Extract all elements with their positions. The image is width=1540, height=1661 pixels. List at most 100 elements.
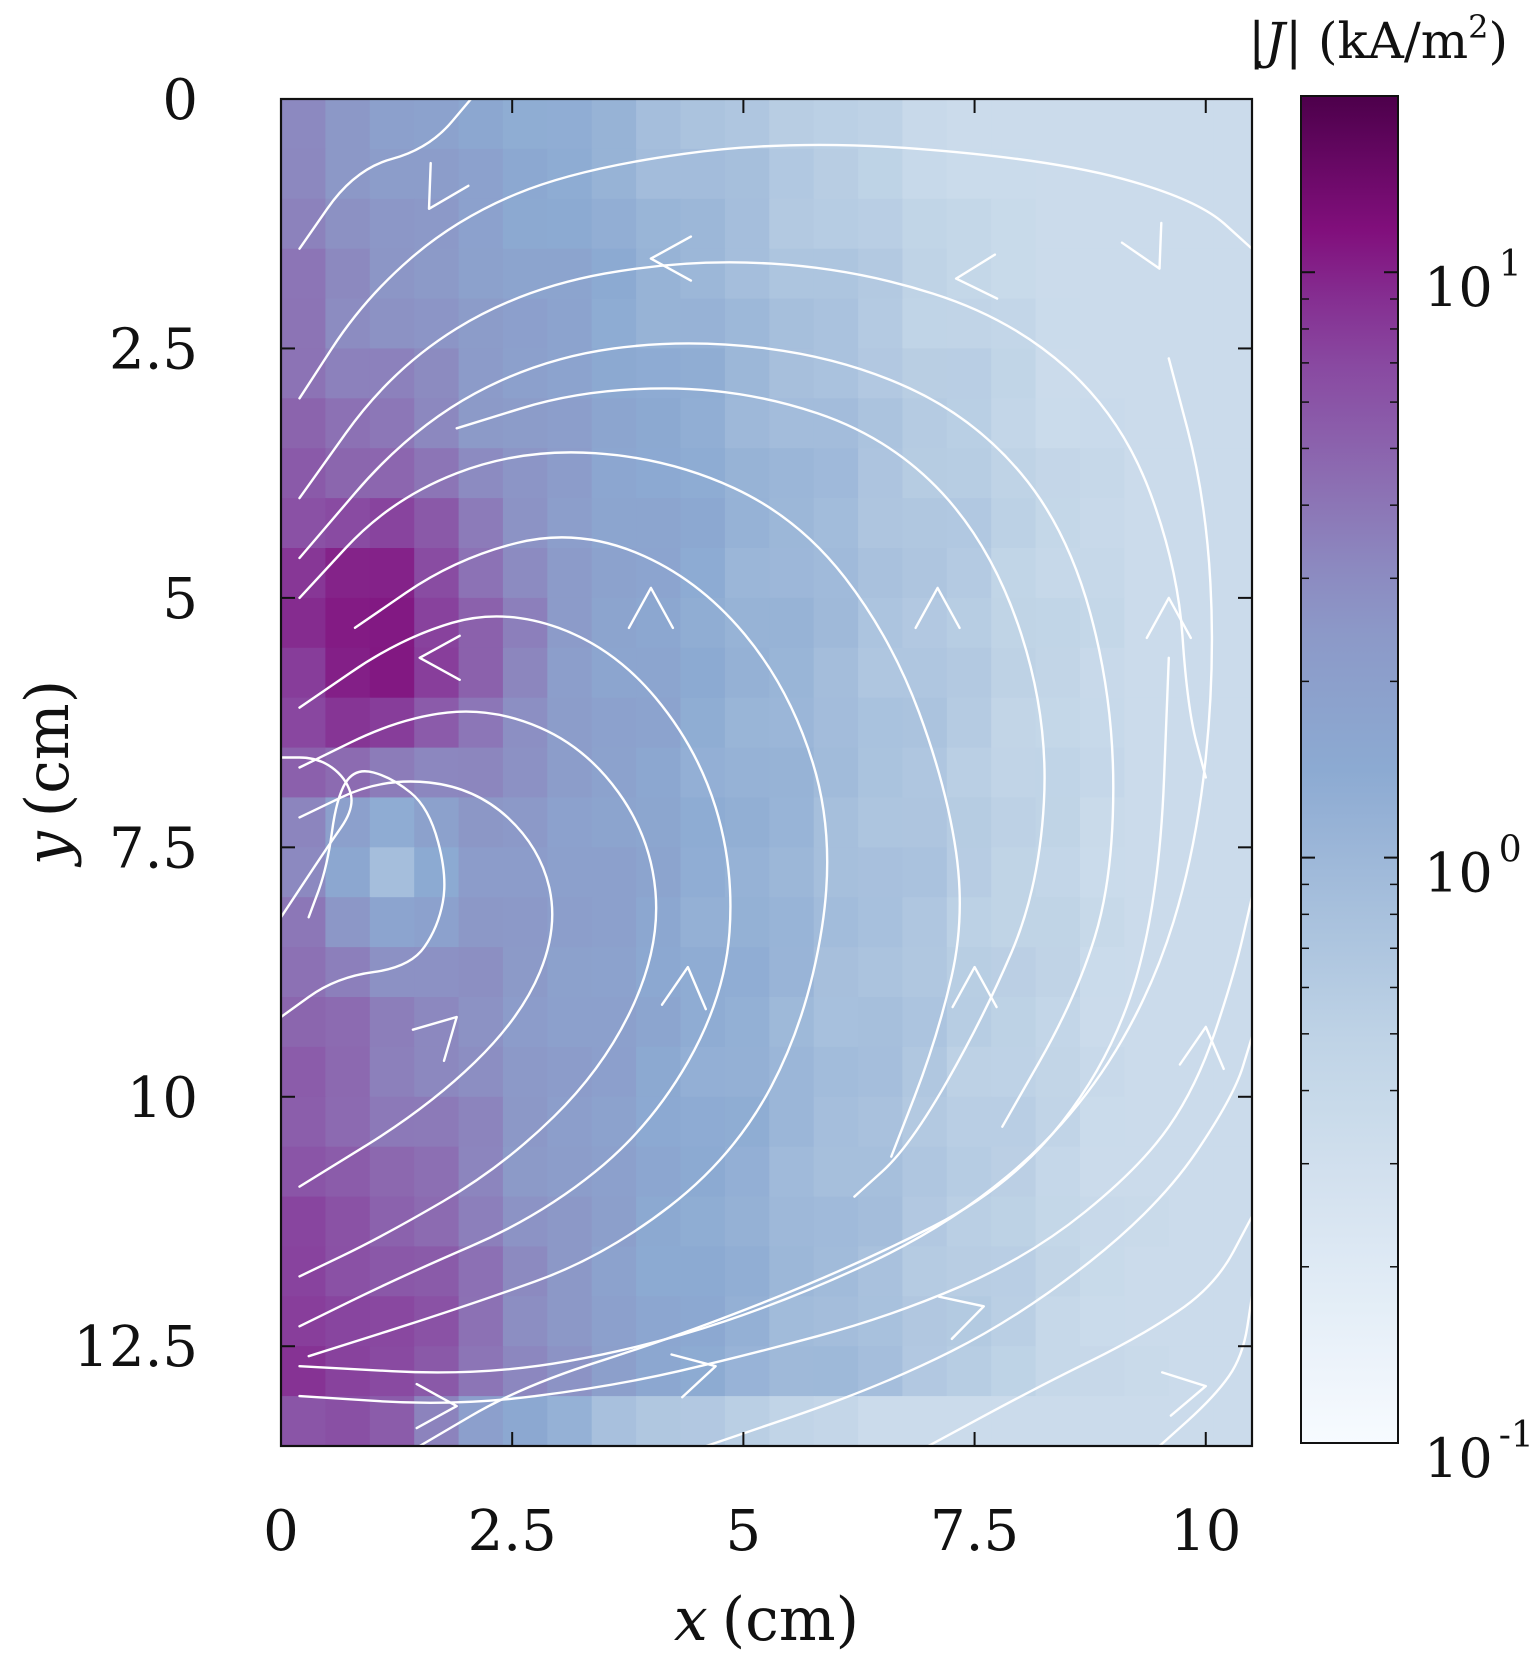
heatmap-cell <box>591 298 637 350</box>
heatmap-cell <box>1213 1096 1252 1148</box>
heatmap-cell <box>1080 947 1126 998</box>
heatmap-cell <box>946 1396 992 1446</box>
heatmap-cell <box>858 498 904 549</box>
heatmap-cell <box>991 1296 1037 1347</box>
heatmap-cell <box>1080 847 1126 898</box>
heatmap-cell <box>281 1346 327 1397</box>
heatmap-cell <box>1213 348 1252 400</box>
plot-frame <box>279 97 1254 1448</box>
heatmap-cell <box>991 647 1037 699</box>
heatmap-cell <box>1035 1296 1081 1347</box>
heatmap-cell <box>813 647 859 699</box>
heatmap-cell <box>724 1396 771 1446</box>
heatmap-cell <box>680 1096 726 1148</box>
heatmap-cell <box>502 548 549 599</box>
heatmap-cell <box>813 148 859 200</box>
heatmap-cell <box>902 398 948 449</box>
heatmap-cell <box>547 1296 593 1347</box>
heatmap-cell <box>680 248 726 300</box>
colorbar-tick-label: 10 -1 <box>1424 1415 1534 1490</box>
heatmap-cell <box>547 248 593 300</box>
heatmap-cell <box>1168 1096 1214 1148</box>
heatmap-cell <box>325 597 371 649</box>
heatmap-cell <box>769 1046 815 1098</box>
heatmap-cell <box>858 1396 904 1446</box>
heatmap-cell <box>1080 198 1126 250</box>
heatmap-cell <box>325 897 371 948</box>
heatmap-cell <box>458 1396 504 1446</box>
heatmap-cell <box>769 99 815 150</box>
heatmap-cell <box>724 697 771 749</box>
heatmap-cell <box>724 1296 771 1347</box>
heatmap-cell <box>769 1346 815 1397</box>
heatmap-cell <box>414 248 460 300</box>
heatmap-cell <box>946 548 992 599</box>
heatmap-cell <box>414 198 460 250</box>
heatmap-cell <box>547 148 593 200</box>
x-tick-label: 5 <box>726 1499 762 1564</box>
heatmap-cell <box>591 597 637 649</box>
heatmap-cell <box>991 248 1037 300</box>
streamline-arrow <box>951 965 998 1009</box>
heatmap-cell <box>1124 198 1170 250</box>
heatmap-cell <box>991 1246 1037 1298</box>
heatmap-cell <box>325 747 371 799</box>
heatmap-cell <box>414 1096 460 1148</box>
heatmap-cell <box>636 198 682 250</box>
heatmap-cell <box>325 697 371 749</box>
heatmap-cell <box>680 99 726 150</box>
heatmap-cell <box>502 1196 549 1248</box>
heatmap-cell <box>1080 697 1126 749</box>
heatmap-cell <box>325 1346 371 1397</box>
colorbar-tick-label: 10 1 <box>1424 244 1522 319</box>
heatmap-cell <box>1080 248 1126 300</box>
heatmap-cell <box>458 897 504 948</box>
streamline <box>298 710 658 1278</box>
heatmap-cell <box>458 1196 504 1248</box>
heatmap-cell <box>369 348 415 400</box>
heatmap-cell <box>680 148 726 200</box>
heatmap-cell <box>325 498 371 549</box>
streamline-arrow <box>660 965 707 1011</box>
heatmap-cell <box>1035 847 1081 898</box>
heatmap-cell <box>858 1196 904 1248</box>
heatmap-cell <box>591 99 637 150</box>
heatmap-cell <box>724 1196 771 1248</box>
heatmap-cell <box>369 448 415 499</box>
heatmap-cell <box>458 647 504 699</box>
heatmap-cell <box>902 697 948 749</box>
heatmap-cell <box>1080 1096 1126 1148</box>
heatmap-cell <box>902 597 948 649</box>
heatmap-cell <box>724 1246 771 1298</box>
heatmap-cell <box>1213 697 1252 749</box>
heatmap-cell <box>502 647 549 699</box>
heatmap-cell <box>281 797 327 849</box>
heatmap-cell <box>769 1096 815 1148</box>
heatmap-cell <box>1213 1146 1252 1198</box>
heatmap-cell <box>458 747 504 799</box>
heatmap-cell <box>902 1146 948 1198</box>
heatmap-cell <box>281 548 327 599</box>
heatmap-cell <box>547 1096 593 1148</box>
heatmap-cell <box>414 148 460 200</box>
heatmap-cell <box>680 1046 726 1098</box>
heatmap-cell <box>458 797 504 849</box>
heatmap-cell <box>1080 99 1126 150</box>
heatmap-cell <box>680 1246 726 1298</box>
heatmap-cell <box>591 1246 637 1298</box>
streamline <box>1158 1295 1252 1446</box>
x-axis-ticks: 0 2.5 5 7.5 10 <box>263 99 1241 1564</box>
heatmap-cell <box>591 1296 637 1347</box>
heatmap-cell <box>724 298 771 350</box>
heatmap-cell <box>858 1046 904 1098</box>
heatmap-cell <box>680 647 726 699</box>
heatmap-cell <box>547 548 593 599</box>
y-tick-label: 10 <box>127 1066 198 1131</box>
heatmap-cell <box>724 148 771 200</box>
heatmap-cell <box>547 647 593 699</box>
heatmap-cell <box>724 448 771 499</box>
y-axis-label: y(cm) <box>13 680 83 868</box>
heatmap-cell <box>502 248 549 300</box>
heatmap-cell <box>813 1096 859 1148</box>
heatmap-cell <box>325 148 371 200</box>
